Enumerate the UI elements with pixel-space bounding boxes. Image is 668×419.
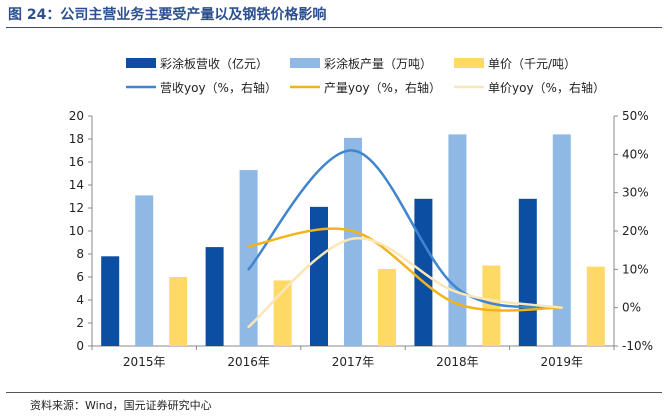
legend-swatch: [126, 58, 156, 68]
source-rule: [6, 392, 662, 393]
legend-label: 单价yoy（%，右轴）: [488, 80, 605, 95]
series-line: [247, 227, 564, 312]
y-tick-label: 0: [76, 339, 84, 353]
bar: [310, 206, 328, 346]
y-tick-label: 14: [69, 178, 84, 192]
legend-swatch: [454, 58, 484, 68]
y-tick-label: 20: [69, 109, 84, 123]
bar: [378, 268, 396, 346]
x-tick-label: 2018年: [436, 355, 479, 369]
bar: [205, 247, 224, 346]
y2-tick-label: 0%: [622, 301, 641, 315]
y-tick-label: 4: [76, 293, 84, 307]
y2-tick-label: 20%: [622, 224, 649, 238]
bar: [448, 134, 467, 346]
y-tick-label: 12: [69, 201, 84, 215]
bar: [101, 256, 120, 346]
y-tick-label: 18: [69, 132, 84, 146]
bar: [482, 265, 501, 346]
y2-tick-label: 10%: [622, 262, 649, 276]
legend-label: 彩涂板产量（万吨）: [324, 56, 432, 71]
bar: [239, 170, 258, 346]
bar: [552, 134, 571, 346]
x-tick-label: 2017年: [332, 355, 375, 369]
x-tick-label: 2019年: [541, 355, 584, 369]
y-tick-label: 2: [76, 316, 84, 330]
title-rule: [6, 27, 662, 28]
y2-tick-label: 40%: [622, 147, 649, 161]
y-tick-label: 8: [76, 247, 84, 261]
y-tick-label: 6: [76, 270, 84, 284]
bar: [518, 198, 537, 346]
bar: [344, 137, 362, 346]
legend-label: 彩涂板营收（亿元）: [160, 56, 268, 71]
y-tick-label: 10: [69, 224, 84, 238]
y2-tick-label: -10%: [622, 339, 653, 353]
bar: [586, 266, 605, 346]
legend-swatch: [290, 58, 320, 68]
y-tick-label: 16: [69, 155, 84, 169]
series-line: [247, 149, 564, 309]
legend-label: 产量yoy（%，右轴）: [324, 80, 441, 95]
legend-label: 营收yoy（%，右轴）: [160, 80, 277, 95]
bar: [169, 277, 188, 346]
source-note: 资料来源：Wind，国元证券研究中心: [30, 399, 212, 412]
series-line: [247, 237, 564, 329]
bar: [135, 195, 154, 346]
y2-tick-label: 30%: [622, 186, 649, 200]
x-tick-label: 2015年: [123, 355, 166, 369]
figure-title: 图 24：公司主营业务主要受产量以及钢铁价格影响: [8, 7, 327, 23]
x-tick-label: 2016年: [227, 355, 270, 369]
legend-label: 单价（千元/吨）: [488, 57, 576, 71]
y2-tick-label: 50%: [622, 109, 649, 123]
